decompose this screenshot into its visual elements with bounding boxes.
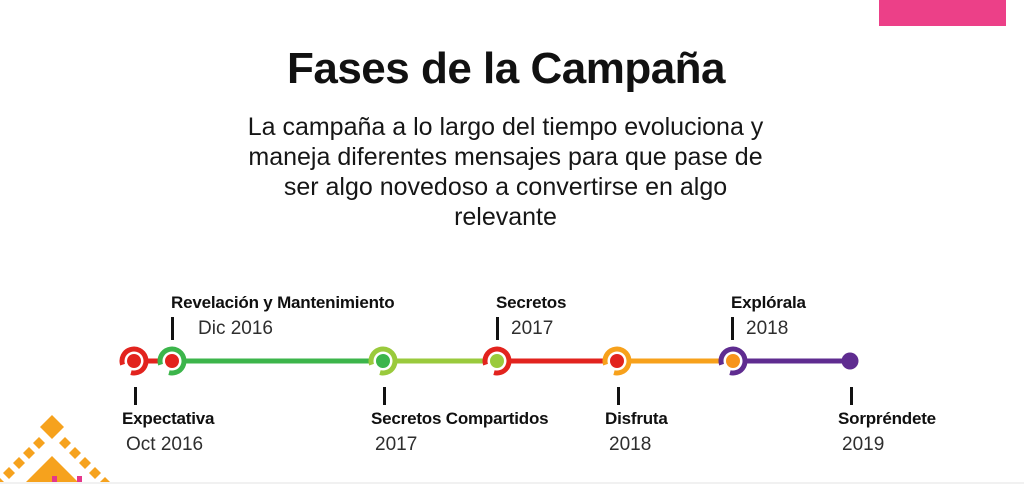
- logo-small-diamond: [0, 478, 4, 482]
- milestone-label: Disfruta: [605, 409, 668, 428]
- logo-small-diamond: [3, 467, 15, 479]
- timeline-node-dot-6: [841, 352, 859, 370]
- milestone-date: Dic 2016: [198, 318, 273, 339]
- subtitle-line: La campaña a lo largo del tiempo evoluci…: [247, 113, 764, 141]
- milestone-expectativa: Expectativa Oct 2016: [122, 387, 214, 456]
- logo-accent-mark: [52, 476, 57, 482]
- logo-small-diamond: [59, 437, 71, 449]
- logo-small-diamond: [89, 467, 101, 479]
- milestone-label: Explórala: [731, 293, 806, 312]
- logo-small-diamond: [13, 457, 25, 469]
- milestone-sorprendete: Sorpréndete 2019: [838, 387, 936, 456]
- tick-mark: [134, 387, 137, 405]
- subtitle: La campaña a lo largo del tiempo evoluci…: [233, 112, 778, 232]
- timeline-node-dot-0: [127, 354, 141, 368]
- milestone-label: Secretos Compartidos: [371, 409, 549, 428]
- tick-mark: [617, 387, 620, 405]
- tick-mark: [496, 317, 499, 340]
- milestone-secretos: Secretos 2017: [496, 293, 566, 340]
- tick-mark: [850, 387, 853, 405]
- milestone-label: Expectativa: [122, 409, 215, 428]
- milestone-label: Sorpréndete: [838, 409, 936, 428]
- tick-mark: [171, 317, 174, 340]
- milestone-date: 2018: [746, 318, 789, 339]
- logo-small-diamond: [69, 447, 81, 459]
- logo-diamonds: [0, 415, 110, 482]
- milestone-label: Revelación y Mantenimiento: [171, 293, 395, 312]
- timeline-node-dot-4: [610, 354, 624, 368]
- logo-small-diamond: [23, 447, 35, 459]
- milestone-date: 2019: [842, 434, 885, 455]
- milestone-date: Oct 2016: [126, 434, 204, 455]
- timeline-node-dot-2: [376, 354, 390, 368]
- subtitle-line: relevante: [454, 203, 557, 231]
- milestone-revelacion: Revelación y Mantenimiento Dic 2016: [171, 293, 395, 340]
- timeline-node-dot-3: [490, 354, 504, 368]
- logo-apex-diamond: [40, 415, 64, 439]
- tick-mark: [383, 387, 386, 405]
- tick-mark: [731, 317, 734, 340]
- corner-accent-bar: [879, 0, 1006, 26]
- timeline-node-dot-5: [726, 354, 740, 368]
- subtitle-line: ser algo novedoso a convertirse en algo: [283, 173, 728, 201]
- milestone-label: Secretos: [496, 293, 567, 312]
- timeline: [119, 346, 859, 376]
- logo-small-diamond: [100, 477, 110, 482]
- logo-small-diamond: [79, 457, 91, 469]
- stepped-diamond-logo: [0, 415, 110, 482]
- logo-accent-mark: [77, 476, 82, 482]
- milestone-date: 2017: [375, 434, 418, 455]
- timeline-node-dot-1: [165, 354, 179, 368]
- milestone-disfruta: Disfruta 2018: [605, 387, 668, 456]
- logo-main-diamond: [26, 456, 78, 482]
- page-title: Fases de la Campaña: [286, 44, 726, 93]
- milestone-date: 2018: [609, 434, 652, 455]
- milestone-explorala: Explórala 2018: [731, 293, 806, 340]
- logo-small-diamond: [33, 437, 45, 449]
- subtitle-line: maneja diferentes mensajes para que pase…: [248, 143, 763, 171]
- milestone-secretos-compartidos: Secretos Compartidos 2017: [371, 387, 549, 456]
- milestone-date: 2017: [511, 318, 554, 339]
